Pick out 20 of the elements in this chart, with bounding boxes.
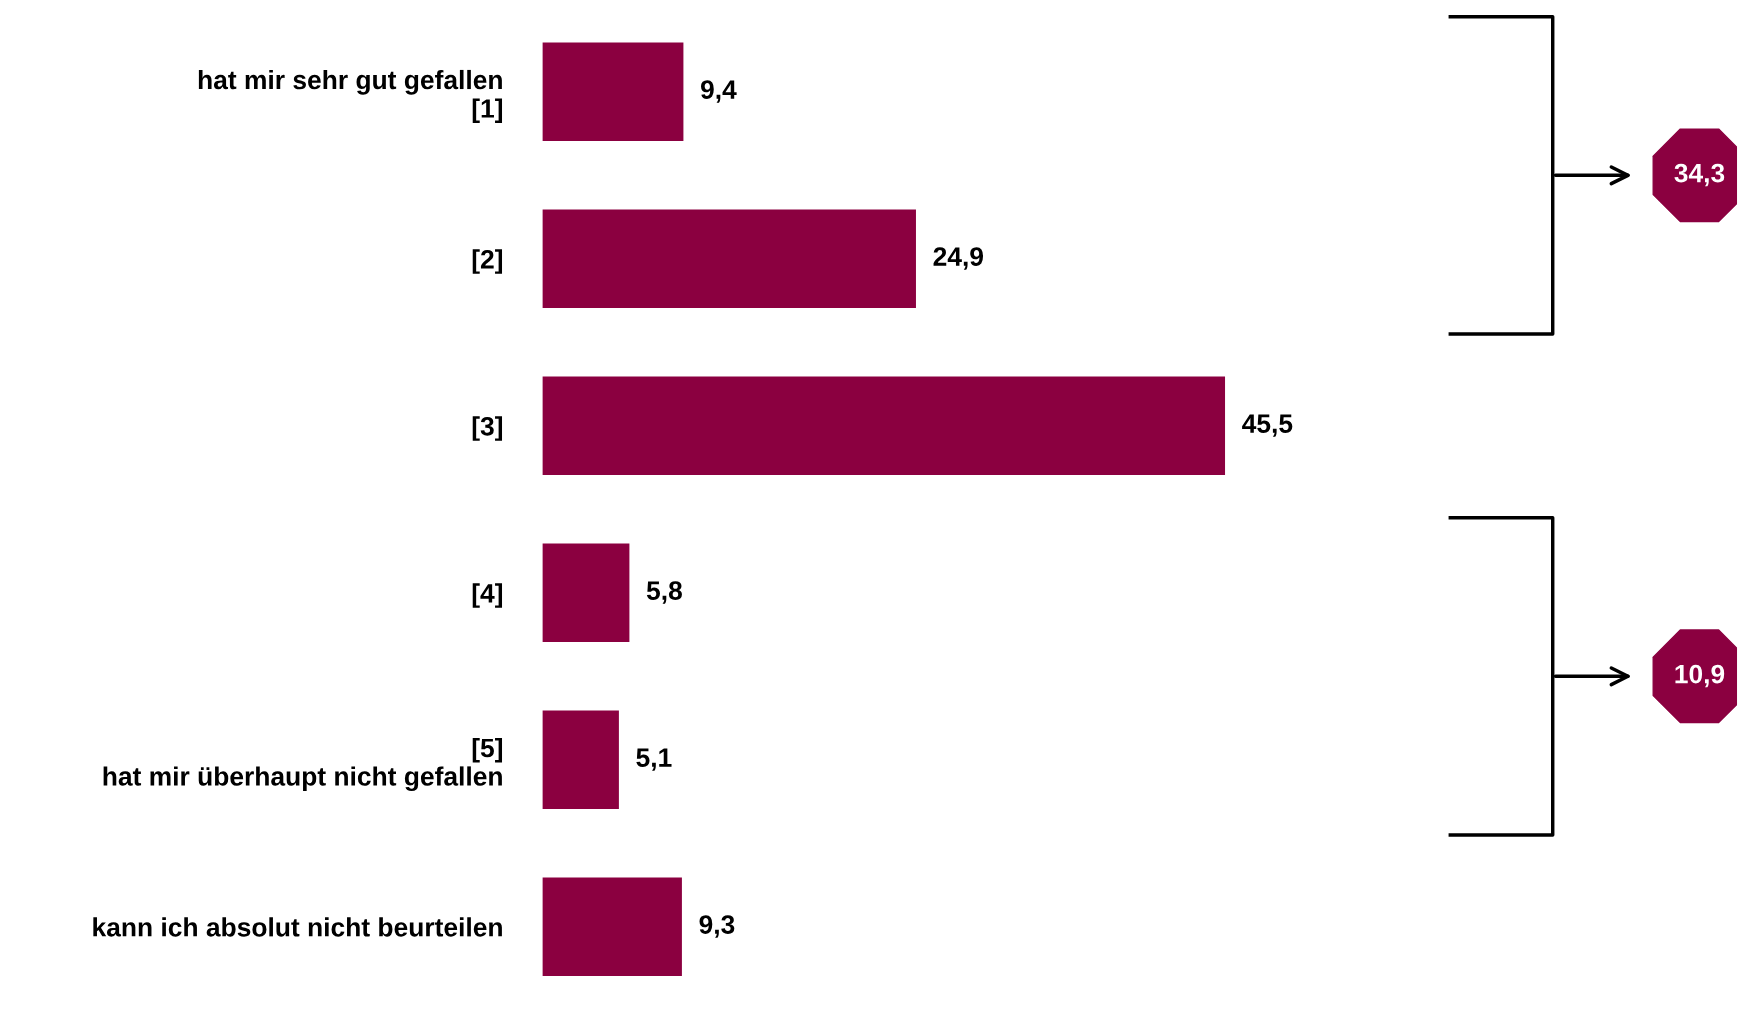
data-label: 5,8 (646, 581, 682, 604)
data-label: 9,3 (699, 915, 735, 938)
bar (542, 209, 916, 309)
y-tick-label: [5] hat mir überhaupt nicht gefallen (103, 737, 503, 792)
data-label: 24,9 (933, 247, 984, 270)
data-label: 9,4 (701, 80, 737, 103)
y-tick-label: hat mir sehr gut gefallen [1] (198, 69, 503, 124)
y-tick-label: [2] (472, 249, 503, 274)
y-tick-label: [4] (472, 583, 503, 608)
bar (542, 543, 630, 643)
data-label: 45,5 (1242, 414, 1293, 437)
text: 10,9 (1675, 664, 1725, 688)
y-tick-label: [3] (472, 416, 503, 441)
bar (542, 42, 684, 142)
bar (542, 710, 619, 810)
bar (542, 877, 682, 977)
bar (542, 376, 1226, 476)
data-label: 5,1 (636, 748, 672, 771)
y-tick-label: kann ich absolut nicht beurteilen (93, 917, 502, 937)
text: 34,3 (1674, 163, 1725, 187)
